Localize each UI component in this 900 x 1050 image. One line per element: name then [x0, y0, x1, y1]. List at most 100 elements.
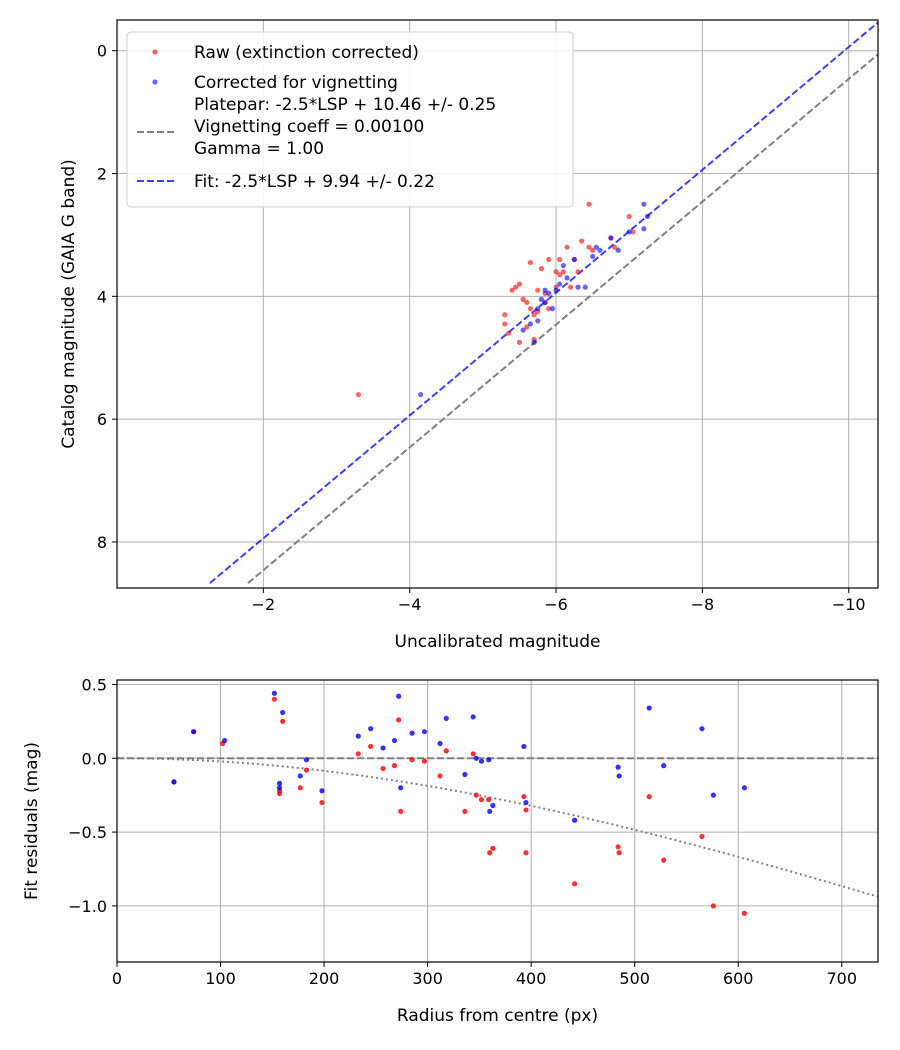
corrected-point-1-28: [523, 799, 529, 806]
corrected-point-1-29: [572, 817, 578, 823]
plot-area-0: [209, 21, 878, 584]
raw-point-1-18: [437, 773, 443, 779]
y-tick-label: 8: [97, 533, 107, 552]
raw-point-0-20: [546, 306, 552, 312]
raw-point-1-19: [443, 748, 449, 754]
x-tick-label: 200: [309, 969, 340, 988]
raw-point-1-15: [398, 808, 404, 815]
raw-point-0-33: [586, 244, 592, 250]
corrected-point-0-9: [546, 290, 552, 296]
raw-point-1-36: [710, 903, 716, 909]
raw-point-0-27: [564, 244, 570, 250]
x-tick-label: 400: [516, 969, 547, 988]
corrected-point-1-19: [443, 715, 449, 721]
y-tick-label: 0.5: [82, 675, 107, 694]
corrected-point-0-7: [542, 299, 548, 306]
vignetting-curve: [117, 757, 878, 898]
corrected-point-0-6: [538, 296, 545, 302]
corrected-point-0-25: [641, 226, 647, 232]
raw-point-0-22: [553, 269, 559, 275]
corrected-point-0-0: [418, 391, 424, 398]
legend-label-line: Platepar: -2.5*LSP + 10.46 +/- 0.25: [194, 95, 496, 115]
raw-point-0-7: [520, 296, 526, 302]
raw-point-1-26: [490, 845, 496, 851]
corrected-point-0-8: [542, 287, 548, 293]
y-tick-label: 0: [97, 42, 107, 61]
corrected-point-1-3: [271, 690, 277, 696]
legend-label-line: Fit: -2.5*LSP + 9.94 +/- 0.22: [194, 172, 435, 192]
corrected-point-1-31: [616, 773, 622, 779]
corrected-point-1-32: [646, 705, 652, 711]
raw-point-0-10: [524, 324, 530, 330]
raw-point-1-34: [661, 857, 667, 863]
legend-label-line: Corrected for vignetting: [194, 73, 398, 93]
raw-point-1-32: [616, 850, 622, 856]
raw-point-1-22: [473, 792, 479, 798]
raw-point-0-37: [626, 213, 632, 220]
raw-point-1-25: [487, 850, 493, 856]
corrected-point-1-18: [437, 740, 443, 747]
corrected-point-0-14: [564, 275, 570, 281]
raw-point-0-34: [590, 247, 596, 253]
y-axis-label: Fit residuals (mag): [22, 742, 42, 900]
raw-point-1-24: [486, 796, 492, 803]
raw-point-0-16: [535, 287, 541, 293]
corrected-point-1-22: [473, 755, 479, 761]
x-tick-label: −6: [544, 595, 568, 614]
corrected-point-0-22: [615, 247, 621, 253]
raw-point-1-5: [280, 718, 286, 724]
legend-box: [126, 31, 574, 208]
y-tick-label: −1.0: [68, 897, 107, 916]
x-axis-label: Radius from centre (px): [397, 1006, 598, 1026]
corrected-point-1-0: [171, 779, 177, 785]
raw-point-1-9: [319, 799, 325, 806]
corrected-point-0-1: [520, 327, 526, 333]
raw-point-0-31: [579, 238, 585, 244]
raw-point-1-14: [396, 717, 402, 723]
raw-point-0-32: [586, 201, 592, 207]
legend-label-0: Raw (extinction corrected): [194, 43, 419, 63]
raw-point-1-17: [421, 758, 428, 764]
corrected-point-1-12: [380, 745, 386, 751]
corrected-point-1-8: [303, 757, 310, 763]
corrected-point-1-1: [191, 729, 197, 735]
corrected-point-1-15: [398, 785, 404, 791]
raw-point-0-15: [527, 259, 534, 266]
raw-point-0-21: [546, 256, 552, 263]
corrected-point-0-5: [535, 306, 541, 312]
corrected-point-0-24: [641, 201, 647, 207]
raw-point-1-10: [355, 751, 361, 757]
y-axis-label: Catalog magnitude (GAIA G band): [59, 159, 79, 449]
y-tick-label: 2: [97, 165, 107, 184]
x-tick-label: 300: [412, 969, 443, 988]
raw-point-1-37: [741, 910, 748, 916]
corrected-point-0-3: [531, 339, 537, 345]
legend-label-2: Platepar: -2.5*LSP + 10.46 +/- 0.25 Vigne…: [194, 95, 496, 159]
corrected-point-0-12: [557, 281, 563, 287]
raw-point-0-26: [560, 269, 566, 275]
raw-point-1-21: [470, 751, 476, 757]
fit-line-platepar: [247, 53, 878, 584]
raw-point-0-5: [513, 284, 519, 290]
corrected-point-1-7: [297, 773, 303, 779]
corrected-point-0-2: [527, 321, 534, 327]
x-tick-label: 600: [723, 969, 754, 988]
corrected-point-0-15: [571, 256, 577, 263]
y-tick-label: 6: [97, 410, 107, 429]
legend-label-line: Gamma = 1.00: [194, 139, 324, 159]
corrected-point-1-11: [368, 726, 374, 732]
raw-point-0-6: [516, 339, 523, 345]
corrected-point-1-25: [487, 808, 493, 815]
corrected-point-1-14: [396, 693, 402, 699]
x-tick-label: 500: [619, 969, 650, 988]
legend-label-line: Vignetting coeff = 0.00100: [194, 117, 424, 137]
x-tick-label: −8: [691, 595, 715, 614]
corrected-point-1-35: [710, 792, 716, 798]
corrected-point-1-13: [391, 737, 398, 744]
legend-label-3: Fit: -2.5*LSP + 9.94 +/- 0.22: [194, 172, 435, 192]
corrected-point-0-10: [549, 306, 555, 312]
raw-point-1-35: [699, 833, 705, 840]
raw-point-0-36: [611, 244, 618, 250]
raw-point-0-1: [502, 321, 508, 327]
corrected-point-1-9: [319, 788, 325, 794]
